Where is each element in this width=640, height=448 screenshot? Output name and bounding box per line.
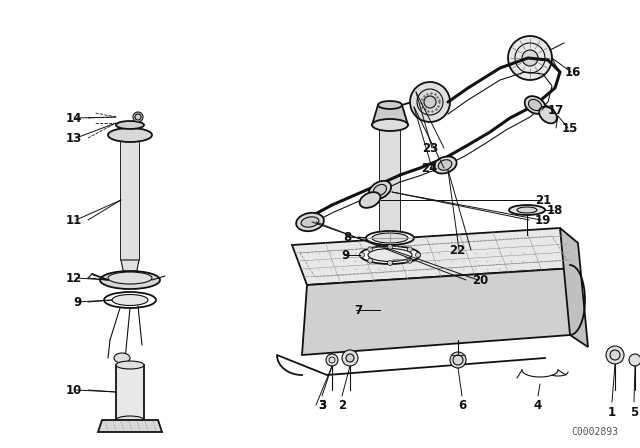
Ellipse shape xyxy=(360,246,420,264)
Polygon shape xyxy=(98,420,162,432)
Text: 14: 14 xyxy=(66,112,82,125)
Circle shape xyxy=(417,89,443,115)
Ellipse shape xyxy=(372,119,408,131)
Ellipse shape xyxy=(509,205,545,215)
Polygon shape xyxy=(560,228,588,347)
Circle shape xyxy=(424,96,436,108)
Circle shape xyxy=(135,114,141,120)
Ellipse shape xyxy=(378,101,402,109)
Bar xyxy=(116,365,144,420)
Ellipse shape xyxy=(116,361,144,369)
Circle shape xyxy=(133,112,143,122)
Ellipse shape xyxy=(104,292,156,308)
Circle shape xyxy=(522,50,538,66)
Ellipse shape xyxy=(438,160,452,170)
Text: 22: 22 xyxy=(449,244,465,257)
Text: 19: 19 xyxy=(535,214,552,227)
Ellipse shape xyxy=(369,181,391,199)
Text: 18: 18 xyxy=(547,203,563,216)
Circle shape xyxy=(629,354,640,366)
Circle shape xyxy=(453,355,463,365)
Text: 5: 5 xyxy=(630,405,638,418)
Circle shape xyxy=(415,253,420,258)
Ellipse shape xyxy=(525,96,545,114)
Circle shape xyxy=(368,247,372,252)
Ellipse shape xyxy=(539,107,557,123)
Ellipse shape xyxy=(301,217,319,227)
Ellipse shape xyxy=(433,156,456,173)
Text: C0002893: C0002893 xyxy=(572,427,618,437)
Circle shape xyxy=(610,350,620,360)
Circle shape xyxy=(368,258,372,263)
Circle shape xyxy=(342,350,358,366)
Ellipse shape xyxy=(116,416,144,424)
Circle shape xyxy=(326,354,338,366)
Text: 7: 7 xyxy=(354,303,362,316)
Text: 2: 2 xyxy=(338,399,346,412)
Ellipse shape xyxy=(100,271,160,289)
Ellipse shape xyxy=(368,249,412,262)
Bar xyxy=(121,135,139,260)
Text: 3: 3 xyxy=(318,399,326,412)
Text: 10: 10 xyxy=(66,383,82,396)
Ellipse shape xyxy=(372,233,408,243)
Text: 20: 20 xyxy=(472,273,488,287)
Circle shape xyxy=(387,245,392,250)
Ellipse shape xyxy=(296,213,324,231)
Ellipse shape xyxy=(116,121,144,129)
Circle shape xyxy=(450,352,466,368)
Circle shape xyxy=(410,82,450,122)
Bar xyxy=(380,130,400,243)
Text: 13: 13 xyxy=(66,132,82,145)
Circle shape xyxy=(346,354,354,362)
Polygon shape xyxy=(302,268,575,355)
Text: 4: 4 xyxy=(534,399,542,412)
Text: 8: 8 xyxy=(344,231,352,244)
Polygon shape xyxy=(121,260,139,275)
Text: 23: 23 xyxy=(422,142,438,155)
Text: 11: 11 xyxy=(66,214,82,227)
Polygon shape xyxy=(292,228,575,285)
Text: 9: 9 xyxy=(342,249,350,262)
Circle shape xyxy=(360,253,365,258)
Ellipse shape xyxy=(114,353,130,363)
Text: 12: 12 xyxy=(66,271,82,284)
Ellipse shape xyxy=(529,99,541,111)
Text: 3: 3 xyxy=(318,399,326,412)
Text: 6: 6 xyxy=(458,399,467,412)
Circle shape xyxy=(387,260,392,266)
Ellipse shape xyxy=(366,231,414,245)
Ellipse shape xyxy=(108,272,152,284)
Text: 17: 17 xyxy=(548,103,564,116)
Text: 24: 24 xyxy=(422,161,438,175)
Text: 21: 21 xyxy=(535,194,551,207)
Circle shape xyxy=(606,346,624,364)
Ellipse shape xyxy=(108,128,152,142)
Circle shape xyxy=(407,247,412,252)
Ellipse shape xyxy=(112,294,148,306)
Circle shape xyxy=(407,258,412,263)
Text: 1: 1 xyxy=(608,405,616,418)
Ellipse shape xyxy=(374,185,387,196)
Circle shape xyxy=(508,36,552,80)
Ellipse shape xyxy=(360,192,380,208)
Ellipse shape xyxy=(517,207,537,213)
Text: 15: 15 xyxy=(562,121,579,134)
Text: 9: 9 xyxy=(74,296,82,309)
Text: 16: 16 xyxy=(565,65,581,78)
Polygon shape xyxy=(372,105,408,125)
